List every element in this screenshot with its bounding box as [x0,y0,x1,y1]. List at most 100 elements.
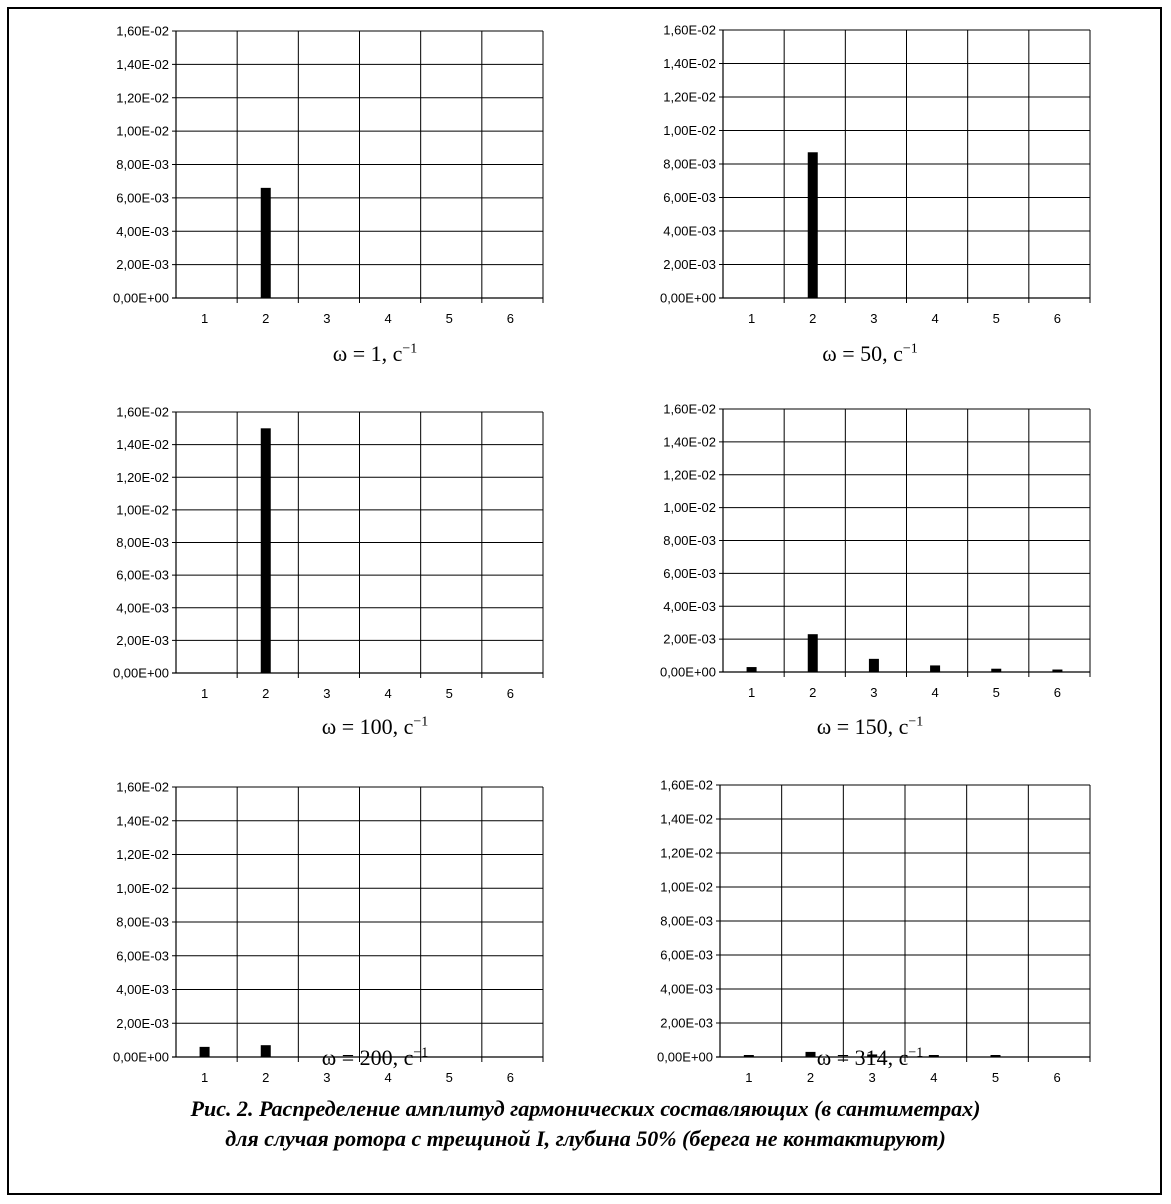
omega-label-2: ω = 50, с−1 [822,341,918,366]
x-tick-label: 3 [323,311,330,326]
x-tick-label: 6 [1054,1070,1061,1085]
x-tick-label: 6 [507,1070,514,1085]
x-tick-label: 3 [323,686,330,701]
y-tick-label: 1,40E-02 [116,57,169,72]
x-tick-label: 5 [446,686,453,701]
y-tick-label: 1,40E-02 [663,56,716,71]
y-tick-label: 8,00E-03 [663,157,716,172]
y-tick-label: 2,00E-03 [663,632,716,647]
x-tick-label: 1 [201,311,208,326]
omega-label-4: ω = 150, с−1 [816,714,924,739]
y-tick-label: 0,00E+00 [660,665,716,680]
bar-2 [807,152,818,298]
y-tick-label: 1,40E-02 [663,434,716,449]
x-tick-label: 5 [446,311,453,326]
x-tick-label: 3 [870,311,877,326]
y-tick-label: 0,00E+00 [113,666,169,681]
x-tick-label: 1 [748,685,755,700]
y-tick-label: 1,20E-02 [663,467,716,482]
x-tick-label: 2 [262,686,269,701]
y-tick-label: 1,20E-02 [116,847,169,862]
x-tick-label: 6 [1054,311,1061,326]
y-tick-label: 1,60E-02 [660,778,713,793]
y-tick-label: 1,20E-02 [663,90,716,105]
y-tick-label: 2,00E-03 [116,257,169,272]
y-tick-label: 0,00E+00 [657,1050,713,1065]
y-tick-label: 6,00E-03 [660,948,713,963]
bar-2 [807,634,818,672]
y-tick-label: 4,00E-03 [663,599,716,614]
y-tick-label: 1,60E-02 [663,402,716,417]
x-tick-label: 6 [1054,685,1061,700]
y-tick-label: 8,00E-03 [660,914,713,929]
y-tick-label: 2,00E-03 [663,257,716,272]
y-tick-label: 1,40E-02 [116,813,169,828]
bar-1 [743,1055,754,1057]
omega-label-1: ω = 1, с−1 [332,341,418,366]
x-tick-label: 2 [807,1070,814,1085]
x-tick-label: 6 [507,686,514,701]
x-tick-label: 1 [748,311,755,326]
bar-4 [928,1055,939,1057]
y-tick-label: 1,60E-02 [663,23,716,38]
x-tick-label: 2 [809,311,816,326]
y-tick-label: 1,60E-02 [116,24,169,39]
bar-2 [260,187,271,298]
y-tick-label: 4,00E-03 [116,224,169,239]
y-tick-label: 6,00E-03 [116,190,169,205]
y-tick-label: 1,20E-02 [660,846,713,861]
y-tick-label: 2,00E-03 [116,633,169,648]
omega-label-6: ω = 314, с−1 [816,1045,924,1070]
y-tick-label: 6,00E-03 [663,190,716,205]
bar-2 [260,1045,271,1057]
x-tick-label: 2 [809,685,816,700]
y-tick-label: 8,00E-03 [116,157,169,172]
y-tick-label: 6,00E-03 [663,566,716,581]
x-tick-label: 4 [384,686,391,701]
y-tick-label: 2,00E-03 [116,1016,169,1031]
bar-2 [805,1051,816,1057]
y-tick-label: 0,00E+00 [113,291,169,306]
x-tick-label: 1 [201,686,208,701]
x-tick-label: 5 [993,311,1000,326]
y-tick-label: 1,20E-02 [116,470,169,485]
x-tick-label: 4 [931,685,938,700]
x-tick-label: 4 [930,1070,937,1085]
y-tick-label: 1,00E-02 [116,881,169,896]
y-tick-label: 1,00E-02 [116,502,169,517]
y-tick-label: 8,00E-03 [116,915,169,930]
bar-2 [260,428,271,673]
x-tick-label: 3 [323,1070,330,1085]
x-tick-label: 1 [201,1070,208,1085]
omega-label-5: ω = 200, с−1 [321,1045,429,1070]
y-tick-label: 1,60E-02 [116,780,169,795]
y-tick-label: 6,00E-03 [116,568,169,583]
x-tick-label: 4 [931,311,938,326]
x-tick-label: 1 [745,1070,752,1085]
x-tick-label: 5 [446,1070,453,1085]
caption-line-1: Рис. 2. Распределение амплитуд гармониче… [190,1096,981,1121]
x-tick-label: 3 [869,1070,876,1085]
x-tick-label: 2 [262,311,269,326]
figure-caption: Рис. 2. Распределение амплитуд гармониче… [0,1094,1171,1154]
y-tick-label: 2,00E-03 [660,1016,713,1031]
y-tick-label: 4,00E-03 [116,982,169,997]
bar-5 [991,668,1002,672]
bar-6 [1052,669,1063,672]
x-tick-label: 4 [384,1070,391,1085]
y-tick-label: 4,00E-03 [660,982,713,997]
omega-label-3: ω = 100, с−1 [321,714,429,739]
y-tick-label: 1,60E-02 [116,405,169,420]
bar-4 [930,665,941,672]
bar-3 [868,658,879,672]
